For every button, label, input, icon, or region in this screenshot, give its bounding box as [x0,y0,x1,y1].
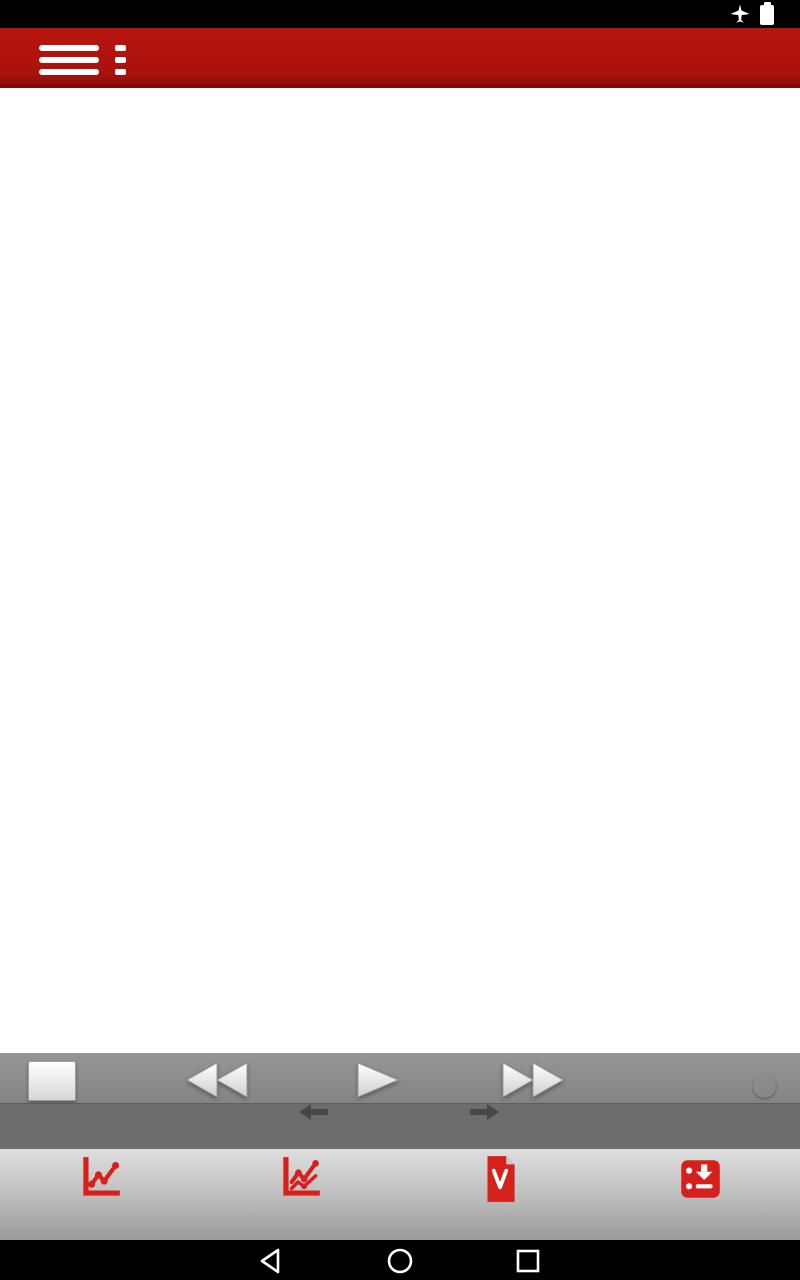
bottom-toolbar [0,1147,800,1242]
android-nav-bar [0,1240,800,1280]
play-button[interactable] [352,1061,404,1099]
combination-icon [283,1157,320,1196]
status-bar [0,0,800,28]
legend-swatch-tmg [181,990,221,1003]
legend-swatch-coolant [99,964,139,977]
app-bar [0,28,800,88]
legend-row [99,958,148,982]
back-icon[interactable] [258,1247,286,1275]
rewind-button[interactable] [184,1061,250,1099]
tab-combination[interactable] [200,1149,400,1242]
airplane-mode-icon [730,4,750,23]
legend-swatch-csp [99,1016,139,1029]
stop-button[interactable] [28,1061,76,1101]
tab-value[interactable] [400,1149,600,1242]
legend-row [99,1010,148,1034]
tab-graph[interactable] [0,1149,200,1242]
playback-slider-thumb[interactable] [753,1075,776,1098]
next-page-arrow-icon[interactable] [470,1103,500,1121]
recents-icon[interactable] [514,1247,542,1275]
playback-icon [681,1160,720,1198]
playback-slider[interactable] [315,1084,755,1088]
battery-icon [760,2,774,25]
data-stream-chart [0,85,800,1053]
value-document-icon [487,1156,515,1202]
home-icon[interactable] [386,1247,414,1275]
tab-playback[interactable] [600,1149,800,1242]
legend-swatch-rpm [99,990,139,1003]
page-title [0,28,800,85]
player-bar [0,1053,800,1103]
legend-row [99,984,230,1008]
hamburger-menu-icon[interactable] [39,45,127,77]
prev-page-arrow-icon[interactable] [298,1103,328,1121]
page-strip [0,1103,800,1148]
fast-forward-button[interactable] [500,1061,566,1099]
graph-icon [83,1157,120,1196]
